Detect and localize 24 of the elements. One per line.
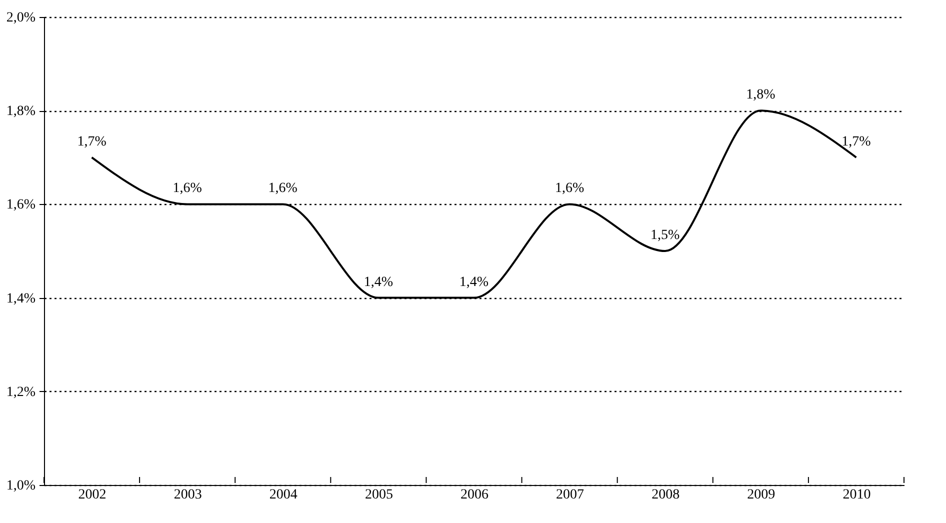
data-label: 1,5% bbox=[650, 228, 680, 243]
x-tick-label: 2008 bbox=[652, 488, 680, 502]
x-tick-label: 2005 bbox=[364, 488, 393, 502]
data-label: 1,8% bbox=[746, 88, 776, 103]
data-label: 1,6% bbox=[172, 181, 202, 196]
y-tick-label: 1,4% bbox=[6, 291, 36, 306]
data-label: 1,6% bbox=[268, 181, 298, 196]
x-tick-label: 2003 bbox=[174, 488, 202, 502]
x-tick-label: 2007 bbox=[556, 488, 584, 502]
x-tick-label: 2004 bbox=[269, 488, 298, 502]
data-label: 1,4% bbox=[459, 274, 489, 290]
x-tick-label: 2010 bbox=[842, 488, 871, 502]
y-tick-label: 1,6% bbox=[6, 198, 36, 213]
y-tick-label: 1,2% bbox=[6, 384, 36, 400]
y-tick-label: 1,0% bbox=[6, 478, 36, 494]
x-tick-label: 2009 bbox=[747, 488, 776, 502]
x-tick-label: 2006 bbox=[460, 488, 488, 502]
x-tick-label: 2002 bbox=[78, 488, 106, 502]
y-tick-label: 2,0% bbox=[6, 10, 36, 26]
data-label: 1,7% bbox=[842, 134, 872, 150]
data-label: 1,7% bbox=[77, 134, 107, 150]
data-label: 1,6% bbox=[554, 181, 584, 196]
data-label: 1,4% bbox=[364, 274, 394, 290]
y-tick-label: 1,8% bbox=[6, 104, 36, 120]
